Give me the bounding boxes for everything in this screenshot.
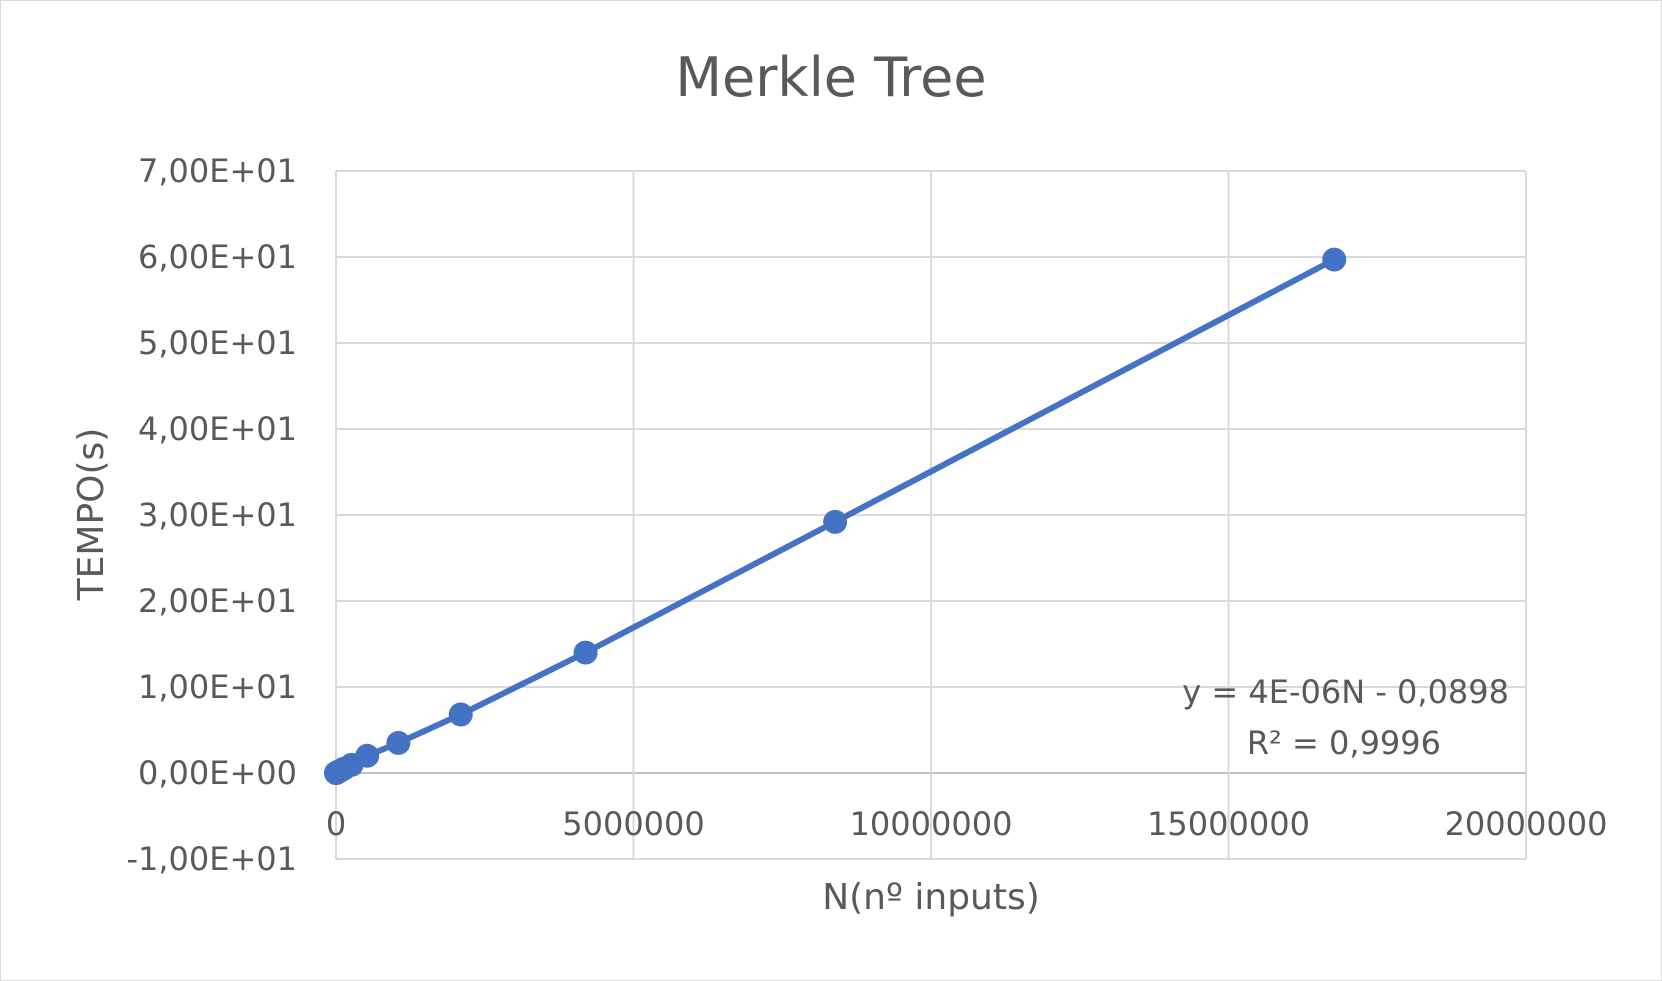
y-tick-label-0: -1,00E+01 xyxy=(126,840,297,878)
x-tick-label-3: 15000000 xyxy=(1147,805,1310,843)
gridlines xyxy=(335,170,1527,860)
data-point-12 xyxy=(573,640,598,665)
data-point-11 xyxy=(448,702,473,727)
y-tick-label-2: 1,00E+01 xyxy=(138,668,297,706)
trendline-r-squared: R² = 0,9996 xyxy=(1247,724,1441,762)
chart-title: Merkle Tree xyxy=(675,46,986,109)
x-tick-label-1: 5000000 xyxy=(562,805,705,843)
data-point-9 xyxy=(355,743,380,768)
y-axis-title: TEMPO(s) xyxy=(71,428,112,602)
y-tick-label-4: 3,00E+01 xyxy=(138,496,297,534)
x-axis-title: N(nº inputs) xyxy=(822,877,1040,918)
x-tick-label-4: 20000000 xyxy=(1445,805,1608,843)
x-axis-ticks: 0 5000000 10000000 15000000 20000000 xyxy=(326,805,1608,843)
data-point-10 xyxy=(386,730,411,755)
trendline-equation: y = 4E-06N - 0,0898 xyxy=(1182,673,1509,711)
y-tick-label-6: 5,00E+01 xyxy=(138,324,297,362)
y-tick-label-1: 0,00E+00 xyxy=(138,754,297,792)
x-tick-label-0: 0 xyxy=(326,805,346,843)
data-point-14 xyxy=(1322,247,1347,272)
y-axis-ticks: -1,00E+01 0,00E+00 1,00E+01 2,00E+01 3,00E+0… xyxy=(126,152,297,878)
y-tick-label-8: 7,00E+01 xyxy=(138,152,297,190)
data-point-13 xyxy=(823,509,848,534)
y-tick-label-5: 4,00E+01 xyxy=(138,410,297,448)
y-tick-label-3: 2,00E+01 xyxy=(138,582,297,620)
x-tick-label-2: 10000000 xyxy=(850,805,1013,843)
data-series xyxy=(324,247,1347,785)
y-tick-label-7: 6,00E+01 xyxy=(138,238,297,276)
